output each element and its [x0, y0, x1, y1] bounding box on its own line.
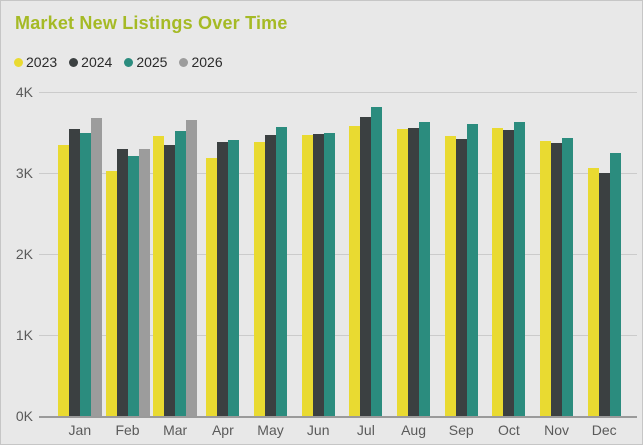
- legend-label: 2023: [26, 54, 58, 70]
- bar-feb-2026[interactable]: [138, 148, 150, 416]
- bar-apr-2024[interactable]: [217, 142, 229, 416]
- x-tick-label-jul: Jul: [356, 422, 375, 438]
- bar-sep-2025[interactable]: [466, 123, 478, 416]
- legend-dot: [69, 57, 79, 67]
- bar-mar-2026[interactable]: [186, 119, 198, 416]
- bar-group-jul: [342, 92, 390, 416]
- bar-aug-2024[interactable]: [408, 128, 420, 416]
- x-tick-label-feb: Feb: [115, 422, 140, 438]
- bar-jul-2024[interactable]: [360, 117, 372, 416]
- legend-label: 2025: [136, 54, 168, 70]
- y-tick-label: 2K: [15, 246, 33, 262]
- gridline: [39, 92, 637, 93]
- bar-dec-2023[interactable]: [587, 168, 599, 416]
- bar-jan-2024[interactable]: [68, 129, 80, 416]
- legend-label: 2024: [81, 54, 113, 70]
- bar-apr-2025[interactable]: [228, 139, 240, 416]
- bar-dec-2025[interactable]: [609, 152, 621, 416]
- bar-group-nov: [533, 92, 581, 416]
- x-tick-label-oct: Oct: [497, 422, 520, 438]
- plot-area: [39, 92, 637, 418]
- bar-nov-2024[interactable]: [551, 143, 563, 416]
- x-tick-label-dec: Dec: [591, 422, 617, 438]
- gridline: [39, 335, 637, 336]
- gridline: [39, 254, 637, 255]
- x-tick-label-mar: Mar: [163, 422, 188, 438]
- legend-dot: [14, 57, 23, 67]
- x-axis: Jan Feb Mar Apr May Jun Jul Aug Sep Oct Nov Dec: [47, 422, 637, 438]
- bar-sep-2024[interactable]: [455, 138, 467, 416]
- y-tick-label: 4K: [15, 84, 33, 100]
- bar-jun-2025[interactable]: [323, 133, 335, 416]
- x-tick-label-jun: Jun: [306, 422, 330, 438]
- legend-dot: [179, 57, 189, 67]
- bar-jan-2025[interactable]: [79, 133, 91, 416]
- bar-apr-2023[interactable]: [206, 158, 218, 416]
- bar-groups: [47, 92, 637, 416]
- bar-group-mar: [151, 92, 199, 416]
- bar-jul-2025[interactable]: [371, 106, 383, 416]
- bar-group-sep: [437, 92, 485, 416]
- y-tick-label: 0K: [15, 408, 33, 424]
- gridline: [39, 173, 637, 174]
- bar-group-oct: [485, 92, 533, 416]
- bar-dec-2024[interactable]: [598, 173, 610, 416]
- bar-group-aug: [390, 92, 438, 416]
- bar-may-2025[interactable]: [276, 126, 288, 416]
- bar-group-jun: [294, 92, 342, 416]
- chart-title: Market New Listings Over Time: [15, 13, 288, 33]
- bar-group-apr: [199, 92, 247, 416]
- legend-item-2024[interactable]: 2024: [69, 54, 112, 70]
- bar-nov-2025[interactable]: [562, 138, 574, 416]
- x-tick-label-nov: Nov: [544, 422, 569, 438]
- bar-feb-2024[interactable]: [116, 148, 128, 416]
- legend-item-2026[interactable]: 2026: [179, 54, 223, 70]
- bar-mar-2023[interactable]: [153, 135, 165, 416]
- bar-group-dec: [580, 92, 628, 416]
- bar-aug-2025[interactable]: [419, 121, 431, 416]
- x-axis-line: [39, 416, 637, 418]
- bar-sep-2023[interactable]: [444, 135, 456, 416]
- bar-oct-2023[interactable]: [492, 128, 504, 416]
- bar-jun-2024[interactable]: [312, 134, 324, 416]
- y-tick-label: 3K: [15, 165, 33, 181]
- legend-item-2025[interactable]: 2025: [124, 54, 167, 70]
- bar-group-jan: [56, 92, 104, 416]
- x-tick-label-jan: Jan: [68, 422, 92, 438]
- legend-dot: [124, 57, 134, 67]
- x-tick-label-aug: Aug: [401, 422, 426, 438]
- y-tick-label: 1K: [15, 327, 33, 343]
- bar-group-feb: [104, 92, 152, 416]
- legend-label: 2026: [191, 54, 223, 70]
- bar-may-2023[interactable]: [254, 142, 266, 416]
- bar-feb-2023[interactable]: [105, 171, 117, 416]
- x-tick-label-apr: Apr: [211, 422, 234, 438]
- bar-oct-2024[interactable]: [503, 130, 515, 416]
- bar-jan-2026[interactable]: [90, 117, 102, 416]
- y-axis: 0K 1K 2K 3K 4K: [1, 84, 39, 424]
- bar-may-2024[interactable]: [265, 134, 277, 416]
- bar-group-may: [247, 92, 295, 416]
- bar-nov-2023[interactable]: [540, 140, 552, 416]
- legend: 2023 2024 2025 2026: [14, 54, 223, 70]
- bar-oct-2025[interactable]: [514, 121, 526, 416]
- legend-item-2023[interactable]: 2023: [14, 54, 57, 70]
- bar-aug-2023[interactable]: [397, 129, 409, 416]
- bar-mar-2024[interactable]: [164, 144, 176, 416]
- bar-jan-2023[interactable]: [57, 145, 69, 416]
- bar-mar-2025[interactable]: [175, 130, 187, 416]
- bar-jun-2023[interactable]: [301, 134, 313, 416]
- x-tick-label-may: May: [257, 422, 284, 438]
- x-tick-label-sep: Sep: [448, 422, 474, 438]
- bar-feb-2025[interactable]: [127, 156, 139, 416]
- bar-jul-2023[interactable]: [349, 126, 361, 416]
